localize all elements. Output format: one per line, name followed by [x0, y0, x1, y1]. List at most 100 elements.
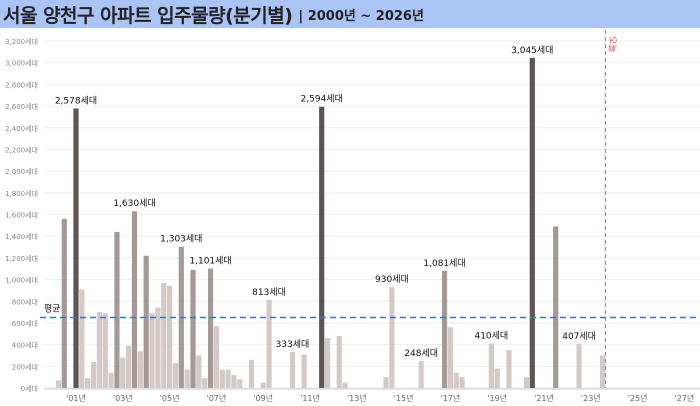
x-tick-label: '13년	[347, 393, 367, 403]
data-label: 1,303세대	[160, 234, 202, 245]
bar	[324, 338, 331, 388]
bar	[85, 378, 91, 388]
y-tick-label: 800세대	[12, 297, 38, 306]
y-tick-label: 600세대	[12, 319, 38, 328]
x-tick-label: '11년	[300, 393, 320, 403]
bar	[79, 289, 85, 388]
bar	[143, 255, 149, 388]
bar	[447, 327, 453, 388]
data-label: 333세대	[276, 339, 310, 350]
data-label: 410세대	[474, 331, 508, 342]
y-tick-label: 2,600세대	[5, 102, 38, 111]
bar	[488, 343, 494, 388]
data-label: 930세대	[375, 274, 409, 285]
y-tick-label: 1,200세대	[5, 254, 38, 263]
bar	[114, 231, 120, 388]
bar	[61, 218, 67, 388]
bar	[266, 299, 272, 388]
today-label: 오늘	[606, 36, 617, 53]
bar	[167, 286, 173, 388]
bar	[599, 355, 606, 388]
bar	[389, 287, 395, 388]
bar	[73, 108, 79, 389]
bar	[319, 106, 325, 388]
y-tick-label: 200세대	[12, 362, 38, 371]
title-bar: 서울 양천구 아파트 입주물량(분기별) | 2000년 ~ 2026년	[0, 0, 700, 28]
data-label: 1,630세대	[113, 198, 155, 209]
bar	[523, 377, 530, 388]
data-label: 1,081세대	[423, 258, 465, 269]
bar	[172, 363, 179, 388]
x-tick-label: '21년	[534, 393, 554, 403]
bar	[190, 269, 196, 388]
bar	[196, 355, 202, 388]
bar	[576, 343, 582, 388]
x-tick-label: '23년	[581, 393, 601, 403]
x-tick-label: '17년	[441, 393, 461, 403]
y-tick-label: 3,000세대	[5, 59, 38, 68]
y-tick-label: 0세대	[21, 384, 38, 393]
bar	[529, 57, 535, 389]
bar	[289, 351, 296, 388]
bar	[90, 361, 97, 388]
x-tick-label: '09년	[253, 393, 273, 403]
x-tick-label: '05년	[160, 393, 180, 403]
bar	[219, 369, 225, 388]
data-label: 2,594세대	[301, 94, 343, 105]
data-label: 813세대	[252, 287, 286, 298]
data-label: 3,045세대	[511, 45, 553, 56]
bar	[342, 382, 348, 388]
bar	[161, 282, 167, 388]
data-label: 1,101세대	[189, 256, 231, 267]
bar	[155, 307, 161, 388]
y-tick-label: 400세대	[12, 341, 38, 350]
bar	[237, 379, 243, 388]
x-tick-label: '15년	[394, 393, 414, 403]
bar	[55, 380, 62, 388]
y-tick-label: 2,200세대	[5, 145, 38, 154]
bar	[231, 374, 237, 388]
x-tick-label: '07년	[207, 393, 227, 403]
bar	[418, 361, 424, 388]
bar	[108, 372, 114, 388]
bar	[149, 313, 155, 388]
x-tick-label: '19년	[487, 393, 507, 403]
bar	[494, 368, 500, 388]
bar	[336, 335, 342, 388]
y-tick-label: 2,800세대	[5, 80, 38, 89]
bar	[126, 345, 132, 388]
y-tick-label: 1,800세대	[5, 189, 38, 198]
bar	[441, 270, 448, 388]
bar	[225, 369, 231, 388]
chart-title: 서울 양천구 아파트 입주물량(분기별)	[3, 4, 293, 27]
bar	[213, 326, 219, 388]
chart-subtitle: | 2000년 ~ 2026년	[298, 8, 424, 24]
y-tick-label: 1,600세대	[5, 211, 38, 220]
x-tick-label: '25년	[628, 393, 648, 403]
data-label: 407세대	[562, 331, 596, 342]
y-tick-label: 2,400세대	[5, 124, 38, 133]
y-tick-label: 3,200세대	[5, 37, 38, 46]
bar	[202, 378, 208, 388]
bar	[131, 211, 138, 388]
bar	[184, 369, 190, 388]
bar	[96, 312, 102, 388]
bar	[506, 350, 512, 388]
bar	[137, 351, 143, 388]
bar	[459, 377, 465, 388]
data-label: 248세대	[404, 348, 438, 359]
y-tick-label: 1,000세대	[5, 276, 38, 285]
bar	[207, 268, 214, 388]
bar	[301, 354, 307, 388]
bar	[383, 377, 389, 388]
average-label: 평균	[44, 304, 61, 315]
bar	[102, 313, 108, 388]
x-tick-label: '27년	[675, 393, 695, 403]
y-tick-label: 1,400세대	[5, 232, 38, 241]
bar	[120, 357, 126, 388]
data-label: 2,578세대	[55, 95, 97, 106]
bar	[248, 359, 255, 388]
bar	[553, 226, 559, 388]
bar	[453, 372, 459, 388]
